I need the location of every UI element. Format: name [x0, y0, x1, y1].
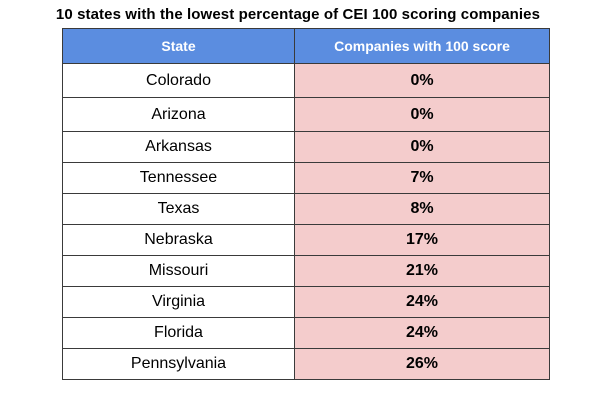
table-row: Pennsylvania 26%	[62, 348, 550, 380]
score-cell: 17%	[294, 224, 550, 256]
chart-title: 10 states with the lowest percentage of …	[55, 6, 541, 23]
state-cell: Arkansas	[62, 131, 295, 163]
state-cell: Virginia	[62, 286, 295, 318]
state-cell: Arizona	[62, 97, 295, 132]
table-header-row: State Companies with 100 score	[62, 28, 550, 64]
state-cell: Pennsylvania	[62, 348, 295, 380]
score-cell: 0%	[294, 97, 550, 132]
score-cell: 8%	[294, 193, 550, 225]
score-cell: 24%	[294, 317, 550, 349]
score-cell: 0%	[294, 63, 550, 98]
cei-table: State Companies with 100 score Colorado …	[62, 28, 550, 380]
column-header-state: State	[62, 28, 295, 64]
score-cell: 0%	[294, 131, 550, 163]
table-row: Colorado 0%	[62, 63, 550, 98]
state-cell: Florida	[62, 317, 295, 349]
table-row: Virginia 24%	[62, 286, 550, 318]
table-row: Florida 24%	[62, 317, 550, 349]
table-row: Missouri 21%	[62, 255, 550, 287]
state-cell: Colorado	[62, 63, 295, 98]
table-row: Arkansas 0%	[62, 131, 550, 163]
table-row: Tennessee 7%	[62, 162, 550, 194]
state-cell: Texas	[62, 193, 295, 225]
table-row: Texas 8%	[62, 193, 550, 225]
score-cell: 26%	[294, 348, 550, 380]
column-header-score: Companies with 100 score	[294, 28, 550, 64]
score-cell: 21%	[294, 255, 550, 287]
state-cell: Nebraska	[62, 224, 295, 256]
score-cell: 24%	[294, 286, 550, 318]
score-cell: 7%	[294, 162, 550, 194]
state-cell: Missouri	[62, 255, 295, 287]
table-row: Arizona 0%	[62, 97, 550, 132]
table-row: Nebraska 17%	[62, 224, 550, 256]
state-cell: Tennessee	[62, 162, 295, 194]
